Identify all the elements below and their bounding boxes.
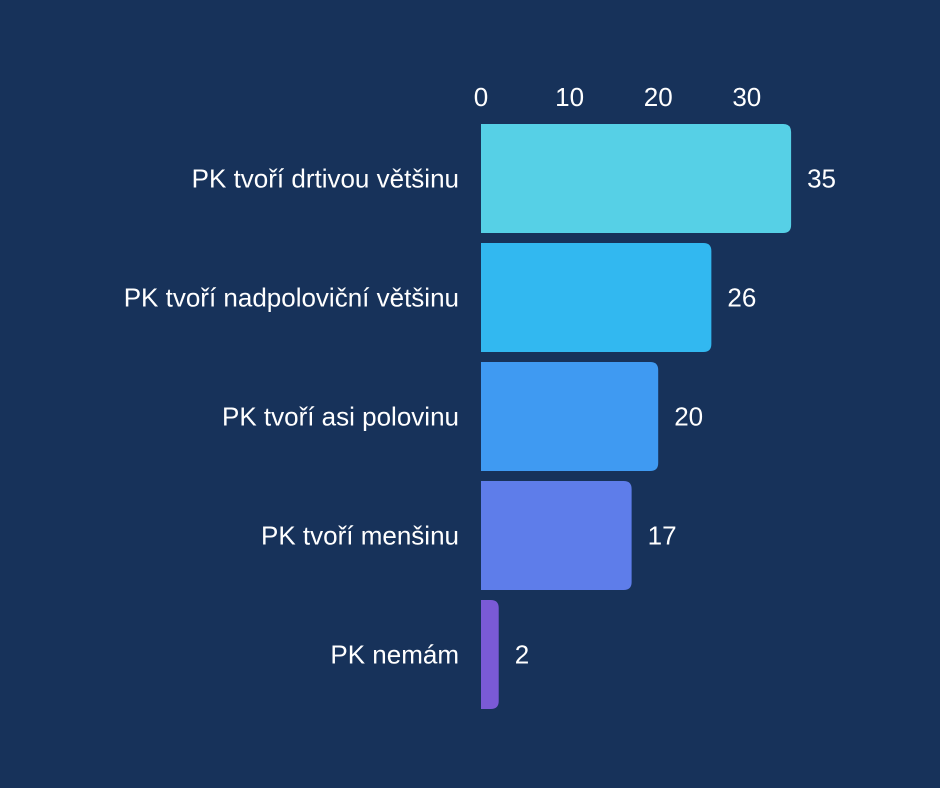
category-labels: PK tvoří drtivou většinu PK tvoří nadpolo… [124,164,459,670]
category-label-0: PK tvoří drtivou většinu [192,164,459,194]
value-label-2: 20 [674,402,703,432]
value-label-3: 17 [648,521,677,551]
value-label-4: 2 [515,640,529,670]
bars [481,124,792,709]
bar-4 [481,600,499,709]
bar-1 [481,243,712,352]
x-axis-ticks: 0 10 20 30 [474,82,761,112]
x-tick-label-20: 20 [644,82,673,112]
x-tick-label-30: 30 [732,82,761,112]
value-label-1: 26 [727,283,756,313]
category-label-1: PK tvoří nadpoloviční většinu [124,283,459,313]
bar-0 [481,124,792,233]
x-tick-label-0: 0 [474,82,488,112]
bar-3 [481,481,632,590]
category-label-4: PK nemám [330,640,459,670]
x-tick-label-10: 10 [555,82,584,112]
category-label-2: PK tvoří asi polovinu [222,402,459,432]
value-label-0: 35 [807,164,836,194]
bar-2 [481,362,659,471]
value-labels: 35 26 20 17 2 [515,164,836,670]
category-label-3: PK tvoří menšinu [261,521,459,551]
